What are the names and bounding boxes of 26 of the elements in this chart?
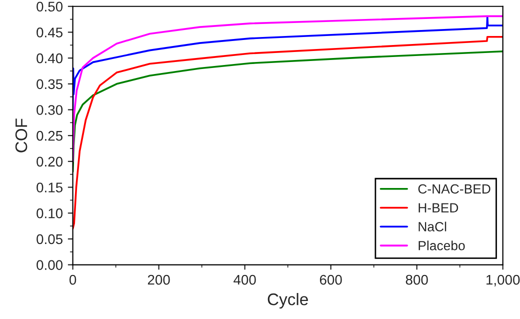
y-tick-label: 0.00	[36, 260, 63, 270]
y-tick-label: 0.50	[36, 2, 63, 12]
line-series	[72, 36, 503, 230]
y-tick-label: 0.25	[36, 130, 62, 141]
y-tick-label: 0.35	[36, 79, 62, 90]
line-series	[72, 15, 503, 162]
y-axis-title: COF	[15, 118, 28, 152]
y-tick-label: 0.05	[36, 234, 62, 244]
x-axis-title: Cycle	[268, 292, 308, 309]
x-tick-label: 0	[69, 274, 76, 285]
x-tick-label: 1,000	[486, 274, 520, 286]
legend-label: NaCl	[418, 222, 446, 232]
legend-label: C-NAC-BED	[418, 184, 490, 194]
y-tick-label: 0.40	[36, 53, 63, 64]
x-tick-label: 600	[320, 274, 342, 285]
line-series	[72, 50, 503, 173]
y-tick-label: 0.30	[36, 105, 63, 115]
legend-label: H-BED	[418, 203, 458, 212]
legend-label: Placebo	[418, 240, 465, 250]
x-tick-label: 400	[234, 274, 256, 285]
y-tick-label: 0.45	[36, 28, 62, 38]
y-tick-label: 0.10	[36, 208, 63, 218]
x-tick-label: 800	[406, 274, 428, 285]
y-tick-label: 0.15	[36, 182, 62, 192]
y-tick-label: 0.20	[36, 156, 63, 167]
x-tick-label: 200	[148, 274, 170, 285]
